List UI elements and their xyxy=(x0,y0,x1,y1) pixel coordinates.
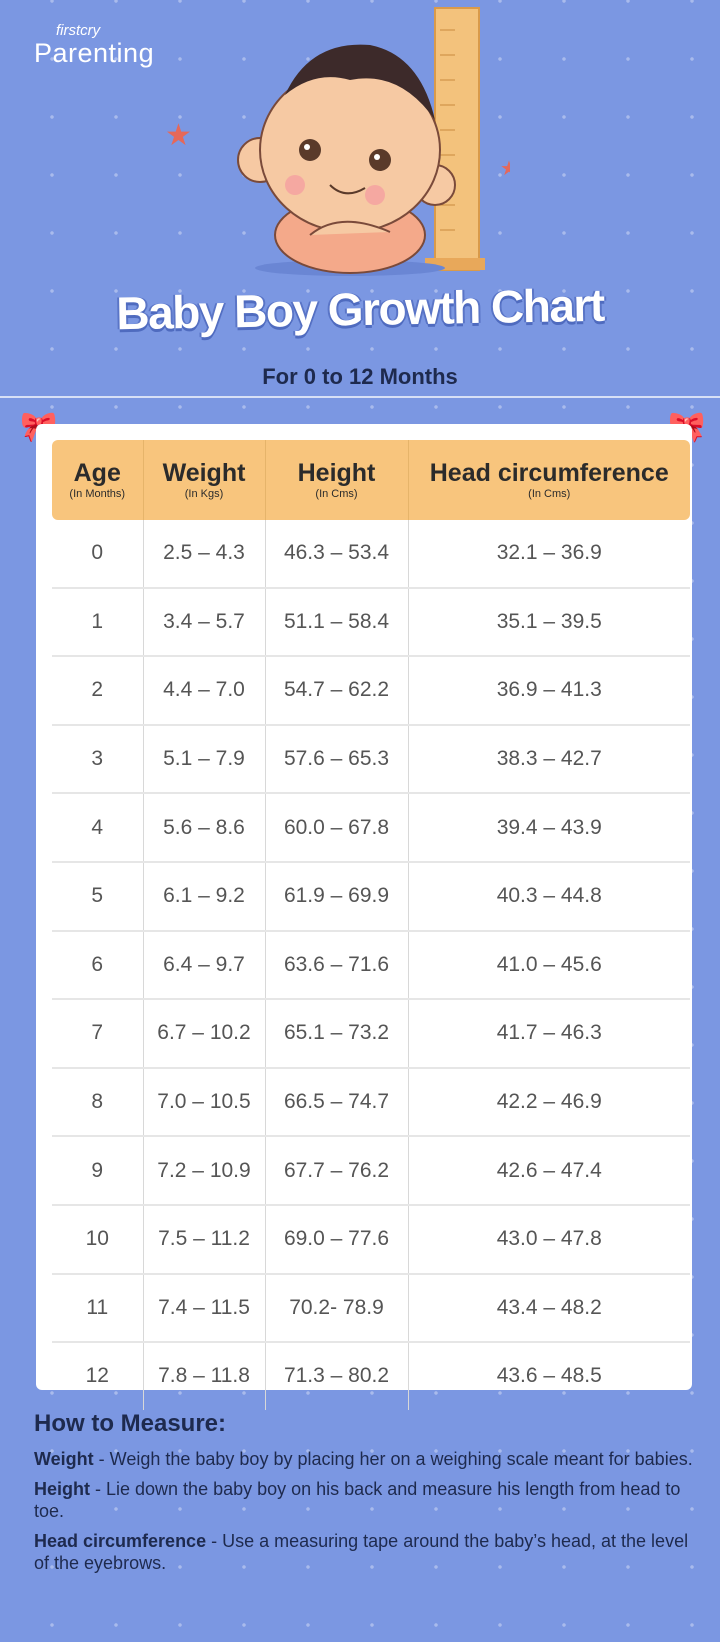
logo-big: Parenting xyxy=(34,38,155,68)
table-row: 7 6.7 – 10.2 65.1 – 73.2 41.7 – 46.3 xyxy=(52,999,690,1069)
cell-weight: 6.1 – 9.2 xyxy=(143,861,266,932)
table-row: 5 6.1 – 9.2 61.9 – 69.9 40.3 – 44.8 xyxy=(52,861,690,932)
header-weight: Weight (In Kgs) xyxy=(143,440,266,520)
baby-body xyxy=(237,44,456,274)
cell-height: 54.7 – 62.2 xyxy=(265,656,409,726)
cell-height: 60.0 – 67.8 xyxy=(265,793,409,863)
cell-age: 0 xyxy=(52,520,144,589)
cell-head: 42.2 – 46.9 xyxy=(408,1067,690,1138)
how-to-heading: How to Measure: xyxy=(34,1410,227,1437)
cell-head: 40.3 – 44.8 xyxy=(408,861,690,932)
cell-height: 65.1 – 73.2 xyxy=(265,999,409,1069)
how-to-item-height: Height - Lie down the baby boy on his ba… xyxy=(34,1479,681,1521)
table-row: 1 3.4 – 5.7 51.1 – 58.4 35.1 – 39.5 xyxy=(52,587,690,658)
cell-age: 10 xyxy=(52,1204,144,1275)
header-height: Height (In Cms) xyxy=(265,440,409,520)
cell-head: 41.0 – 45.6 xyxy=(408,930,690,1001)
table-row: 11 7.4 – 11.5 70.2- 78.9 43.4 – 48.2 xyxy=(52,1273,690,1344)
cell-weight: 6.4 – 9.7 xyxy=(143,930,266,1001)
cell-age: 2 xyxy=(52,656,144,726)
table-row: 6 6.4 – 9.7 63.6 – 71.6 41.0 – 45.6 xyxy=(52,930,690,1001)
cell-age: 8 xyxy=(52,1067,144,1138)
cell-height: 71.3 – 80.2 xyxy=(265,1342,409,1410)
cell-age: 9 xyxy=(52,1136,144,1206)
cell-head: 43.6 – 48.5 xyxy=(496,1364,602,1388)
logo: firstcry Parenting xyxy=(34,22,155,68)
cell-head: 38.3 – 42.7 xyxy=(408,724,690,795)
cell-height: 67.7 – 76.2 xyxy=(265,1136,409,1206)
table-header-row: Age (In Months) Weight (In Kgs) Height (In … xyxy=(52,440,690,520)
table-row: 3 5.1 – 7.9 57.6 – 65.3 38.3 – 42.7 xyxy=(52,724,690,795)
cell-weight: 5.6 – 8.6 xyxy=(143,793,266,863)
cell-weight: 7.5 – 11.2 xyxy=(143,1204,266,1275)
cell-weight: 5.1 – 7.9 xyxy=(143,724,266,795)
cell-age: 3 xyxy=(52,724,144,795)
cell-weight: 6.7 – 10.2 xyxy=(143,999,266,1069)
cell-weight: 3.4 – 5.7 xyxy=(143,587,266,658)
cell-age: 4 xyxy=(52,793,144,863)
hanging-string xyxy=(0,396,720,398)
baby-illustration: ★ ★ xyxy=(165,7,510,276)
cell-head: 39.4 – 43.9 xyxy=(408,793,690,863)
cell-weight: 4.4 – 7.0 xyxy=(143,656,266,726)
table-row: 9 7.2 – 10.9 67.7 – 76.2 42.6 – 47.4 xyxy=(52,1136,690,1206)
table-row: 0 2.5 – 4.3 46.3 – 53.4 32.1 – 36.9 xyxy=(52,520,690,589)
cell-weight: 7.0 – 10.5 xyxy=(143,1067,266,1138)
logo-small: firstcry xyxy=(56,22,101,39)
cell-age: 1 xyxy=(52,587,144,658)
cell-age: 12 xyxy=(52,1342,144,1410)
cell-head: 35.1 – 39.5 xyxy=(408,587,690,658)
cell-height: 69.0 – 77.6 xyxy=(265,1204,409,1275)
table-row: 10 7.5 – 11.2 69.0 – 77.6 43.0 – 47.8 xyxy=(52,1204,690,1275)
how-to-item-head: Head circumference - Use a measuring tap… xyxy=(34,1531,689,1573)
cell-head: 41.7 – 46.3 xyxy=(408,999,690,1069)
page-subtitle: For 0 to 12 Months xyxy=(262,364,458,389)
cell-weight: 7.2 – 10.9 xyxy=(143,1136,266,1206)
cell-age: 6 xyxy=(52,930,144,1001)
star-icon: ★ xyxy=(165,119,192,152)
how-to-measure: How to Measure: Weight - Weigh the baby … xyxy=(34,1410,694,1582)
cell-head: 32.1 – 36.9 xyxy=(408,520,690,589)
cell-age: 11 xyxy=(52,1273,144,1344)
cell-head: 36.9 – 41.3 xyxy=(408,656,690,726)
cell-height: 70.2- 78.9 xyxy=(265,1273,409,1344)
cell-height: 66.5 – 74.7 xyxy=(265,1067,409,1138)
cell-height: 57.6 – 65.3 xyxy=(265,724,409,795)
header-age: Age (In Months) xyxy=(52,440,144,520)
height-ruler-icon xyxy=(425,7,485,271)
table-row: 12 7.8 – 11.8 71.3 – 80.2 43.6 – 48.5 xyxy=(52,1342,690,1410)
cell-weight: 7.8 – 11.8 xyxy=(143,1342,266,1410)
cell-weight: 7.4 – 11.5 xyxy=(143,1273,266,1344)
cell-height: 51.1 – 58.4 xyxy=(265,587,409,658)
cell-age: 7 xyxy=(52,999,144,1069)
growth-table: Age (In Months) Weight (In Kgs) Height (In … xyxy=(52,440,690,1410)
table-row: 2 4.4 – 7.0 54.7 – 62.2 36.9 – 41.3 xyxy=(52,656,690,726)
how-to-item-weight: Weight - Weigh the baby boy by placing h… xyxy=(34,1449,693,1469)
table-row: 8 7.0 – 10.5 66.5 – 74.7 42.2 – 46.9 xyxy=(52,1067,690,1138)
cell-age: 5 xyxy=(52,861,144,932)
cell-head: 43.0 – 47.8 xyxy=(408,1204,690,1275)
table-row: 4 5.6 – 8.6 60.0 – 67.8 39.4 – 43.9 xyxy=(52,793,690,863)
header-head-circumference: Head circumference (In Cms) xyxy=(408,440,690,520)
cell-height: 61.9 – 69.9 xyxy=(265,861,409,932)
star-icon: ★ xyxy=(500,158,510,180)
cell-head: 42.6 – 47.4 xyxy=(408,1136,690,1206)
cell-head: 43.4 – 48.2 xyxy=(408,1273,690,1344)
cell-weight: 2.5 – 4.3 xyxy=(143,520,266,589)
cell-height: 46.3 – 53.4 xyxy=(265,520,409,589)
cell-height: 63.6 – 71.6 xyxy=(265,930,409,1001)
